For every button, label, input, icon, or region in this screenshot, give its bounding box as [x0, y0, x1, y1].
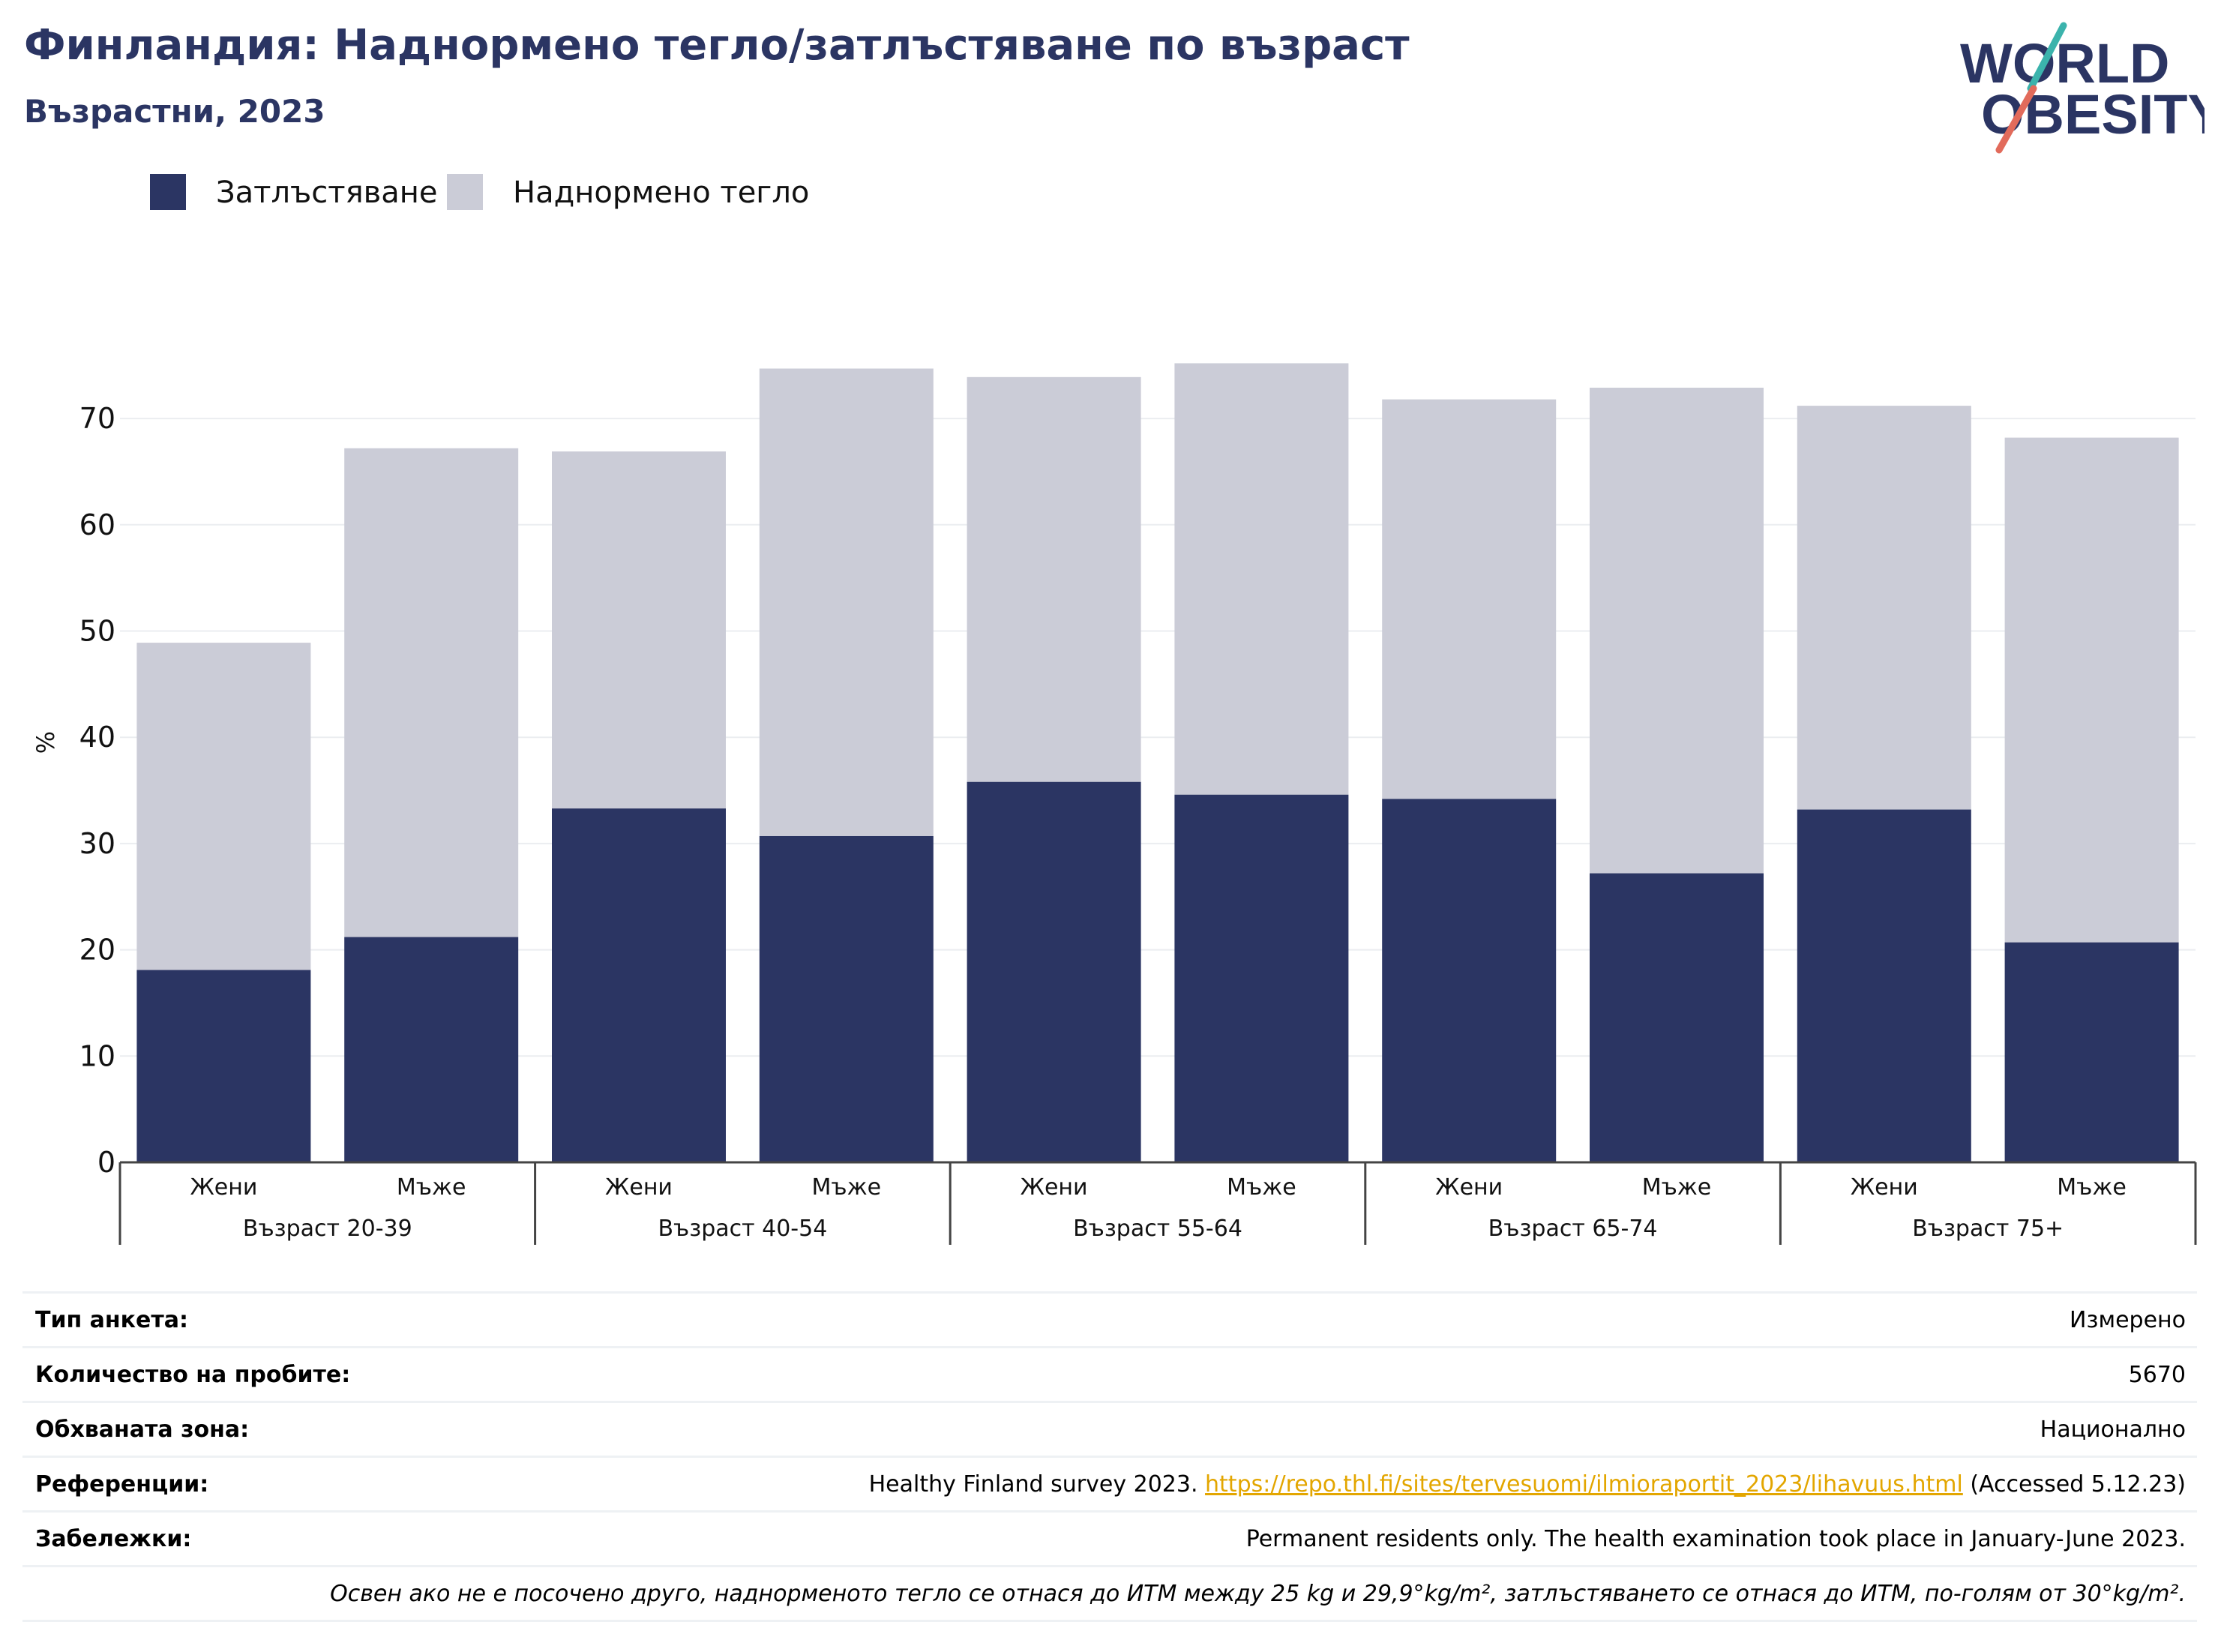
bar-obesity: [136, 970, 311, 1162]
x-tick-label-sex: Мъже: [1227, 1174, 1296, 1201]
info-value-references: Healthy Finland survey 2023. https://rep…: [869, 1471, 2186, 1498]
chart-subtitle: Възрастни, 2023: [24, 93, 325, 130]
info-value: Permanent residents only. The health exa…: [1245, 1526, 2186, 1552]
x-group-label: Възраст 20-39: [243, 1216, 412, 1242]
info-row-survey-type: Тип анкета: Измерено: [22, 1291, 2197, 1346]
logo-slash-red: [1995, 85, 2037, 154]
x-tick-label-sex: Жени: [605, 1174, 673, 1201]
y-tick-label: 50: [79, 615, 115, 648]
bar-obesity: [1382, 799, 1557, 1162]
legend-label-overweight: Наднормено тегло: [513, 175, 810, 210]
info-label: Забележки:: [35, 1526, 192, 1552]
bar-obesity: [552, 808, 726, 1162]
bar-obesity: [967, 781, 1141, 1162]
legend-label-obesity: Затлъстяване: [216, 175, 438, 210]
info-row-references: Референции: Healthy Finland survey 2023.…: [22, 1456, 2197, 1510]
info-label: Количество на пробите:: [35, 1362, 351, 1388]
x-tick-label-sex: Мъже: [397, 1174, 466, 1201]
y-axis-label: %: [31, 731, 60, 754]
x-group-label: Възраст 75+: [1912, 1216, 2064, 1242]
y-tick-label: 30: [79, 827, 115, 860]
x-tick-label-sex: Жени: [1851, 1174, 1918, 1201]
bar-overweight: [1382, 399, 1557, 799]
x-tick-label-sex: Жени: [190, 1174, 257, 1201]
x-tick-label-sex: Мъже: [812, 1174, 882, 1201]
info-value: Национално: [2040, 1417, 2186, 1443]
y-tick-label: 60: [79, 508, 115, 541]
world-obesity-logo: WORLD OBESITY: [1960, 22, 2205, 154]
bar-overweight: [1590, 388, 1764, 874]
x-group-label: Възраст 55-64: [1073, 1216, 1242, 1242]
info-value: 5670: [2128, 1362, 2186, 1388]
bar-obesity: [2004, 942, 2179, 1162]
y-tick-label: 20: [79, 934, 115, 967]
chart-title: Финландия: Наднормено тегло/затлъстяване…: [24, 21, 1410, 70]
bar-overweight: [344, 448, 519, 937]
info-row-area-covered: Обхваната зона: Национално: [22, 1401, 2197, 1456]
logo-word-world: WORLD: [1960, 32, 2170, 94]
x-tick-label-sex: Мъже: [2057, 1174, 2127, 1201]
info-label: Референции:: [35, 1471, 209, 1498]
bar-obesity: [1174, 794, 1349, 1162]
bar-obesity: [1797, 809, 1971, 1162]
bar-overweight: [552, 451, 726, 809]
reference-text: Healthy Finland survey 2023.: [868, 1471, 1206, 1498]
bar-overweight: [136, 643, 311, 970]
x-group-label: Възраст 40-54: [658, 1216, 827, 1242]
bar-overweight: [759, 368, 934, 836]
info-row-footnote: Освен ако не е посочено друго, наднормен…: [22, 1565, 2197, 1622]
info-label: Обхваната зона:: [35, 1417, 250, 1443]
x-group-label: Възраст 65-74: [1488, 1216, 1658, 1242]
legend-swatch-overweight: [447, 174, 483, 210]
logo-word-obesity: OBESITY: [1981, 83, 2205, 145]
survey-info-table: Тип анкета: Измерено Количество на проби…: [22, 1291, 2197, 1622]
bar-obesity: [344, 937, 519, 1162]
y-tick-label: 10: [79, 1039, 115, 1072]
info-value: Измерено: [2070, 1307, 2186, 1333]
x-tick-label-sex: Жени: [1435, 1174, 1503, 1201]
logo-slash-teal: [2027, 22, 2067, 92]
legend-swatch-obesity: [150, 174, 186, 210]
reference-link[interactable]: https://repo.thl.fi/sites/tervesuomi/ilm…: [1205, 1471, 1963, 1498]
bar-overweight: [967, 376, 1141, 782]
x-tick-label-sex: Мъже: [1642, 1174, 1712, 1201]
bar-overweight: [1174, 363, 1349, 795]
y-tick-label: 70: [79, 402, 115, 435]
bar-overweight: [2004, 437, 2179, 943]
info-row-notes: Забележки: Permanent residents only. The…: [22, 1510, 2197, 1565]
info-row-sample-size: Количество на пробите: 5670: [22, 1346, 2197, 1401]
reference-accessed: (Accessed 5.12.23): [1962, 1471, 2186, 1498]
y-tick-label: 40: [79, 721, 115, 754]
info-label: Тип анкета:: [35, 1307, 188, 1333]
bmi-footnote: Освен ако не е посочено друго, наднормен…: [330, 1581, 2186, 1607]
stacked-bar-chart: 0 10 20 30 40 50 60 70% Жени Мъже Жени Мъже Жени Мъже…: [31, 363, 2197, 1245]
y-tick-label: 0: [97, 1146, 115, 1179]
bar-obesity: [759, 835, 934, 1162]
x-tick-label-sex: Жени: [1021, 1174, 1088, 1201]
bar-obesity: [1590, 873, 1764, 1162]
bar-overweight: [1797, 406, 1971, 810]
